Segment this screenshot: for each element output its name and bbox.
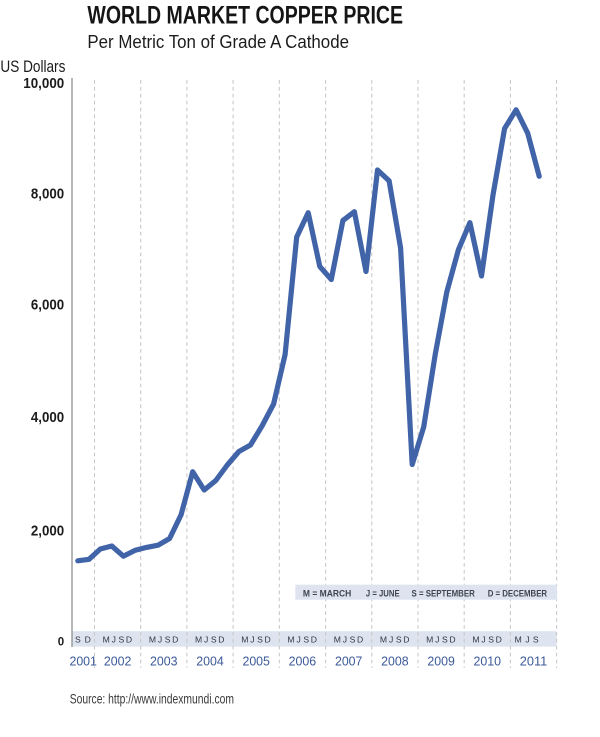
svg-text:8,000: 8,000 — [31, 185, 64, 202]
svg-text:S: S — [303, 634, 309, 644]
svg-text:M: M — [195, 634, 202, 644]
svg-text:J: J — [525, 634, 529, 644]
svg-text:4,000: 4,000 — [31, 409, 64, 426]
svg-text:S: S — [442, 634, 448, 644]
svg-text:D: D — [264, 634, 270, 644]
svg-text:S: S — [396, 634, 402, 644]
svg-text:S: S — [119, 634, 125, 644]
svg-text:D: D — [85, 634, 91, 644]
svg-text:M: M — [149, 634, 156, 644]
svg-text:M: M — [472, 634, 479, 644]
svg-text:D: D — [311, 634, 317, 644]
svg-text:J: J — [250, 634, 254, 644]
svg-text:J: J — [435, 634, 439, 644]
svg-text:M: M — [380, 634, 387, 644]
svg-text:J: J — [204, 634, 208, 644]
svg-text:D: D — [218, 634, 224, 644]
svg-text:M: M — [241, 634, 248, 644]
svg-text:S: S — [533, 634, 539, 644]
svg-text:S: S — [257, 634, 263, 644]
svg-text:2010: 2010 — [474, 653, 502, 668]
svg-text:S: S — [75, 634, 81, 644]
svg-text:M: M — [426, 634, 433, 644]
svg-text:D: D — [449, 634, 455, 644]
svg-text:M = MARCH: M = MARCH — [303, 589, 352, 600]
svg-text:2003: 2003 — [150, 653, 178, 668]
svg-text:M: M — [334, 634, 341, 644]
svg-text:J: J — [112, 634, 116, 644]
svg-text:J: J — [389, 634, 393, 644]
svg-text:S = SEPTEMBER: S = SEPTEMBER — [412, 589, 475, 600]
svg-text:D: D — [403, 634, 409, 644]
svg-text:S: S — [350, 634, 356, 644]
svg-text:J: J — [158, 634, 162, 644]
svg-text:2009: 2009 — [427, 653, 455, 668]
svg-text:0: 0 — [58, 636, 64, 648]
svg-text:WORLD MARKET COPPER PRICE: WORLD MARKET COPPER PRICE — [87, 2, 403, 30]
svg-text:2007: 2007 — [335, 653, 363, 668]
svg-text:M: M — [103, 634, 110, 644]
svg-text:2005: 2005 — [242, 653, 270, 668]
svg-text:J: J — [481, 634, 485, 644]
svg-text:10,000: 10,000 — [23, 75, 64, 92]
svg-text:US Dollars: US Dollars — [0, 58, 65, 76]
svg-text:6,000: 6,000 — [31, 296, 64, 313]
svg-text:2001: 2001 — [69, 653, 97, 668]
svg-text:Source: http://www.indexmundi.: Source: http://www.indexmundi.com — [70, 692, 234, 707]
svg-text:J: J — [343, 634, 347, 644]
svg-text:D: D — [126, 634, 132, 644]
svg-text:2006: 2006 — [289, 653, 317, 668]
svg-text:D: D — [357, 634, 363, 644]
svg-text:J = JUNE: J = JUNE — [366, 589, 400, 600]
svg-text:S: S — [165, 634, 171, 644]
svg-text:2,000: 2,000 — [31, 523, 64, 540]
svg-text:Per Metric Ton of Grade A Cath: Per Metric Ton of Grade A Cathode — [87, 31, 349, 52]
svg-text:2002: 2002 — [104, 653, 132, 668]
svg-text:2011: 2011 — [520, 653, 548, 668]
svg-text:2008: 2008 — [381, 653, 409, 668]
svg-text:S: S — [488, 634, 494, 644]
svg-text:D = DECEMBER: D = DECEMBER — [488, 589, 548, 600]
svg-text:M: M — [287, 634, 294, 644]
svg-text:J: J — [296, 634, 300, 644]
svg-text:D: D — [496, 634, 502, 644]
svg-text:D: D — [172, 634, 178, 644]
svg-text:M: M — [515, 634, 522, 644]
svg-text:S: S — [211, 634, 217, 644]
svg-text:2004: 2004 — [196, 653, 224, 668]
